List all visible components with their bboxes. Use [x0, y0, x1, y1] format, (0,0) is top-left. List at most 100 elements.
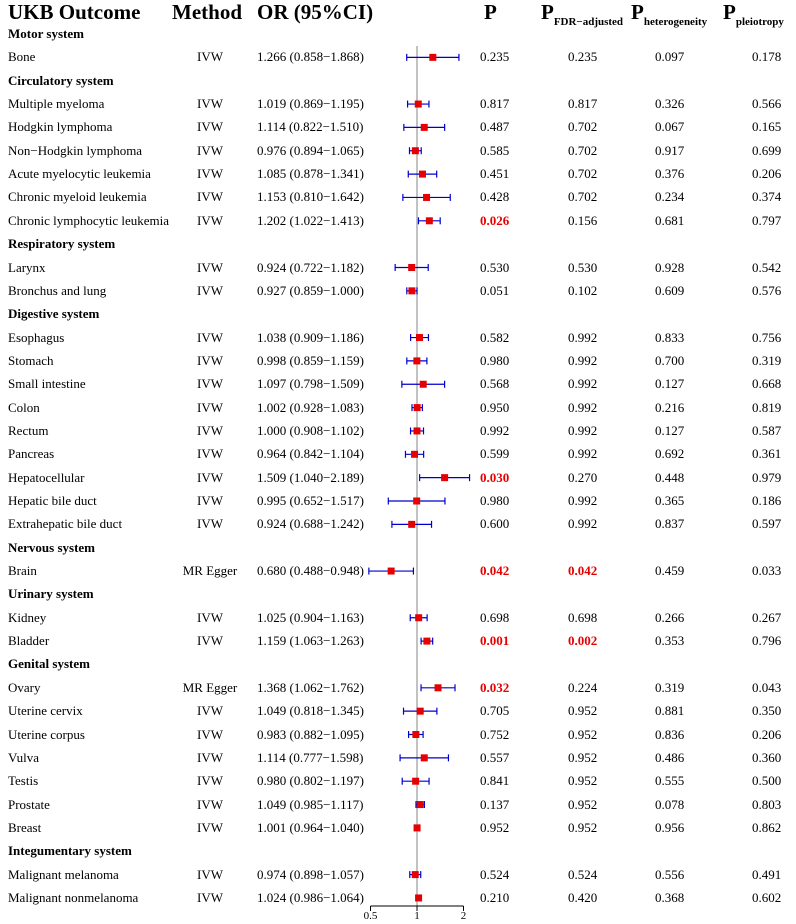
x-tick-label: 2 [460, 910, 467, 922]
or-ci-text: 1.114 (0.777−1.598) [257, 749, 364, 765]
header-outcome: UKB Outcome [8, 0, 141, 24]
outcome-label: Chronic lymphocytic leukemia [8, 212, 170, 228]
method-label: IVW [197, 866, 223, 882]
category-label: Circulatory system [8, 72, 114, 88]
or-ci-text: 0.998 (0.859−1.159) [257, 352, 364, 368]
method-label: IVW [197, 609, 223, 625]
or-point [416, 801, 424, 809]
p-heterogeneity-value: 0.700 [655, 352, 685, 368]
or-point [412, 777, 420, 785]
or-point [415, 614, 423, 622]
p-fdr-value: 0.698 [568, 609, 598, 625]
p-heterogeneity-value: 0.234 [655, 189, 685, 205]
outcome-label: Bone [8, 49, 36, 65]
or-point [413, 357, 421, 365]
p-value: 0.428 [480, 189, 510, 205]
p-value: 0.582 [480, 329, 510, 345]
p-fdr-value: 0.992 [568, 352, 598, 368]
p-fdr-value: 0.270 [568, 469, 598, 485]
or-ci-text: 1.159 (1.063−1.263) [257, 633, 364, 649]
p-pleiotropy-value: 0.165 [752, 119, 782, 135]
method-label: IVW [197, 212, 223, 228]
p-value: 0.032 [480, 679, 510, 695]
p-heterogeneity-value: 0.609 [655, 282, 685, 298]
method-label: IVW [197, 352, 223, 368]
p-fdr-value: 0.235 [568, 49, 598, 65]
p-value: 0.992 [480, 422, 510, 438]
p-fdr-value: 0.992 [568, 516, 598, 532]
method-label: IVW [197, 469, 223, 485]
p-fdr-value: 0.524 [568, 866, 598, 882]
p-heterogeneity-value: 0.448 [655, 469, 685, 485]
outcome-label: Pancreas [8, 446, 55, 462]
p-pleiotropy-value: 0.576 [752, 282, 782, 298]
p-heterogeneity-value: 0.956 [655, 819, 685, 835]
outcome-label: Malignant melanoma [8, 866, 119, 882]
p-value: 0.051 [480, 282, 510, 298]
header-p-pleio-sub: pleiotropy [735, 16, 784, 28]
p-pleiotropy-value: 0.033 [752, 563, 782, 579]
p-pleiotropy-value: 0.178 [752, 49, 782, 65]
p-fdr-value: 0.156 [568, 212, 598, 228]
or-ci-text: 1.114 (0.822−1.510) [257, 119, 364, 135]
outcome-label: Chronic myeloid leukemia [8, 189, 147, 205]
outcome-label: Hepatocellular [8, 469, 85, 485]
p-fdr-value: 0.952 [568, 703, 598, 719]
outcome-label: Brain [8, 563, 37, 579]
outcome-label: Small intestine [8, 376, 86, 392]
or-ci-text: 0.924 (0.722−1.182) [257, 259, 364, 275]
p-fdr-value: 0.952 [568, 749, 598, 765]
outcome-label: Ovary [8, 679, 41, 695]
p-pleiotropy-value: 0.597 [752, 516, 782, 532]
outcome-label: Rectum [8, 422, 49, 438]
header-p-fdr-sub: FDR−adjusted [553, 16, 624, 28]
or-point [429, 53, 437, 61]
p-value: 0.026 [480, 212, 510, 228]
or-ci-text: 1.038 (0.909−1.186) [257, 329, 364, 345]
p-fdr-value: 0.952 [568, 773, 598, 789]
outcome-label: Non−Hodgkin lymphoma [8, 142, 143, 158]
or-point [441, 474, 449, 482]
p-fdr-value: 0.042 [568, 563, 598, 579]
method-label: IVW [197, 493, 223, 508]
p-value: 0.557 [480, 749, 510, 765]
outcome-label: Colon [8, 399, 40, 415]
p-pleiotropy-value: 0.756 [752, 329, 782, 345]
outcome-label: Esophagus [8, 329, 65, 345]
or-point [420, 754, 428, 762]
p-heterogeneity-value: 0.067 [655, 119, 685, 135]
outcome-label: Extrahepatic bile duct [8, 516, 123, 532]
p-pleiotropy-value: 0.350 [752, 703, 782, 719]
p-pleiotropy-value: 0.542 [752, 259, 782, 275]
outcome-label: Prostate [8, 796, 50, 812]
p-value: 0.530 [480, 259, 510, 275]
p-pleiotropy-value: 0.668 [752, 376, 782, 392]
p-fdr-value: 0.992 [568, 376, 598, 392]
or-ci-text: 0.927 (0.859−1.000) [257, 282, 364, 298]
or-point [416, 334, 424, 342]
method-label: IVW [197, 49, 223, 65]
or-ci-text: 1.024 (0.986−1.064) [257, 889, 364, 905]
or-ci-text: 0.995 (0.652−1.517) [257, 493, 364, 508]
p-heterogeneity-value: 0.692 [655, 446, 685, 462]
method-label: IVW [197, 749, 223, 765]
method-label: IVW [197, 96, 223, 112]
p-fdr-value: 0.952 [568, 819, 598, 835]
or-ci-text: 0.964 (0.842−1.104) [257, 446, 364, 462]
or-point [413, 404, 421, 412]
p-heterogeneity-value: 0.917 [655, 142, 685, 158]
or-ci-text: 1.097 (0.798−1.509) [257, 376, 364, 392]
p-value: 0.817 [480, 96, 510, 112]
p-heterogeneity-value: 0.881 [655, 703, 685, 719]
p-fdr-value: 0.702 [568, 142, 598, 158]
p-fdr-value: 0.992 [568, 493, 598, 508]
p-pleiotropy-value: 0.043 [752, 679, 782, 695]
p-pleiotropy-value: 0.374 [752, 189, 782, 205]
or-point [413, 427, 421, 435]
or-point [416, 707, 424, 715]
header-p-fdr: PFDR−adjusted [541, 0, 624, 28]
method-label: IVW [197, 446, 223, 462]
or-point [408, 287, 416, 295]
outcome-label: Uterine cervix [8, 703, 83, 719]
